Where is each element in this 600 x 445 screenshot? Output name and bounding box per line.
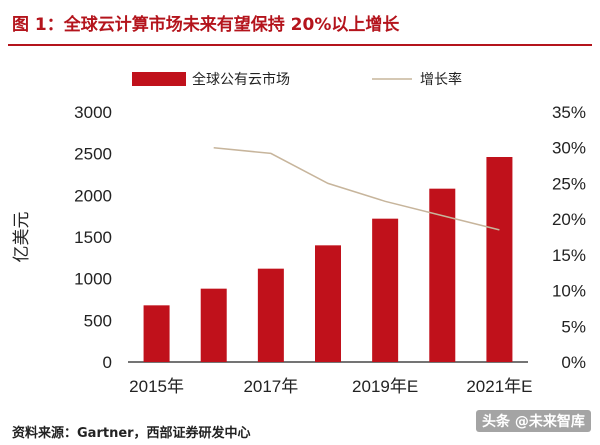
left-tick-label: 3000 [74,103,112,122]
right-tick-label: 35% [552,103,586,122]
left-axis: 0 500 1000 1500 2000 2500 3000 [74,103,112,372]
chart-title: 图 1：全球云计算市场未来有望保持 20%以上增长 [12,15,400,35]
left-tick-label: 500 [84,311,112,330]
left-tick-label: 0 [103,353,112,372]
growth-rate-line [213,146,500,231]
legend: 全球公有云市场 增长率 [132,71,462,88]
right-tick-label: 20% [552,210,586,229]
legend-bar-swatch [132,72,186,86]
left-tick-label: 1000 [74,270,112,289]
right-axis: 0% 5% 10% 15% 20% 25% 30% 35% [552,103,586,372]
x-tick-label: 2017年 [243,377,298,396]
right-tick-label: 5% [561,317,586,336]
bar-series [143,157,513,362]
bar [143,305,170,362]
left-tick-label: 1500 [74,228,112,247]
watermark: 头条 @未来智库 [476,410,591,432]
source-note: 资料来源：Gartner，西部证券研发中心 [12,426,251,441]
x-tick-label: 2021年E [466,377,532,396]
legend-line-label: 增长率 [420,71,462,88]
right-tick-label: 15% [552,246,586,265]
bar [372,218,399,362]
y-axis-title: 亿美元 [12,212,32,263]
right-tick-label: 30% [552,139,586,158]
legend-bar-label: 全球公有云市场 [192,71,290,88]
x-tick-label: 2019年E [352,377,418,396]
left-tick-label: 2000 [74,186,112,205]
bar [257,268,284,362]
right-tick-label: 25% [552,174,586,193]
right-tick-label: 10% [552,282,586,301]
title-divider [8,44,592,46]
bar [315,245,341,362]
bar [429,188,456,362]
bar [486,157,513,362]
x-axis-labels: 2015年 2017年 2019年E 2021年E [129,377,532,396]
bar [200,288,227,362]
left-tick-label: 2500 [74,145,112,164]
x-tick-label: 2015年 [129,377,184,396]
right-tick-label: 0% [561,353,586,372]
